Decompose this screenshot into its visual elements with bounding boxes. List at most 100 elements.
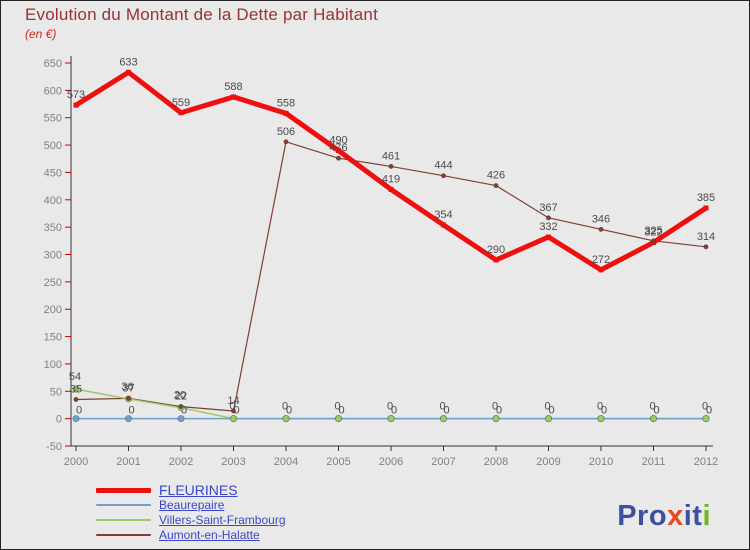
logo-letter: o xyxy=(648,500,668,532)
data-point-label: 322 xyxy=(644,226,662,238)
logo-letter: i xyxy=(683,500,693,532)
legend-swatch-Aumont-en-Halatte xyxy=(96,534,151,536)
data-point-label: 354 xyxy=(434,209,452,221)
data-point-label: 272 xyxy=(592,254,610,266)
data-point xyxy=(492,415,500,423)
data-point-label: 559 xyxy=(172,97,190,109)
data-point-label: 506 xyxy=(277,126,295,138)
y-tick-label: 350 xyxy=(44,222,62,234)
data-point-label: 20 xyxy=(174,390,186,402)
data-point xyxy=(440,173,446,179)
legend-item-Beaurepaire[interactable]: Beaurepaire xyxy=(96,498,286,512)
data-point-label: 0 xyxy=(653,405,659,417)
data-point xyxy=(334,415,342,423)
y-tick-label: 650 xyxy=(44,58,62,70)
y-tick-label: 300 xyxy=(44,250,62,262)
x-tick-label: 2009 xyxy=(536,456,560,468)
logo-letter: r xyxy=(637,500,649,532)
data-point xyxy=(126,395,132,401)
data-point xyxy=(388,186,394,192)
data-point xyxy=(178,404,184,410)
legend-item-Aumont-en-Halatte[interactable]: Aumont-en-Halatte xyxy=(96,528,286,542)
y-tick-label: 50 xyxy=(50,386,62,398)
data-point-label: 461 xyxy=(382,150,400,162)
data-point-label: 0 xyxy=(492,401,498,413)
chart-subtitle: (en €) xyxy=(25,27,57,41)
data-point xyxy=(545,215,551,221)
chart-legend: FLEURINES Beaurepaire Villers-Saint-Frambo… xyxy=(96,483,286,542)
proxiti-logo[interactable]: Proxiti xyxy=(617,500,711,533)
data-point-label: 367 xyxy=(539,202,557,214)
data-point xyxy=(177,415,185,423)
legend-label-Villers-Saint-Frambourg[interactable]: Villers-Saint-Frambourg xyxy=(159,513,286,527)
data-point-label: 35 xyxy=(70,383,82,395)
data-point-label: 444 xyxy=(434,160,452,172)
data-point-label: 633 xyxy=(119,56,137,68)
y-tick-label: 100 xyxy=(44,359,62,371)
legend-swatch-Beaurepaire xyxy=(96,504,151,506)
legend-item-FLEURINES[interactable]: FLEURINES xyxy=(96,483,286,497)
data-point-label: 0 xyxy=(548,405,554,417)
data-point-label: 558 xyxy=(277,97,295,109)
y-tick-label: 550 xyxy=(44,113,62,125)
series-points-Aumont-en-Halatte: 35 37 22 14 506 476 461 444 426 367 346 325 314 xyxy=(70,126,715,414)
legend-label-Aumont-en-Halatte[interactable]: Aumont-en-Halatte xyxy=(159,528,260,542)
x-tick-label: 2004 xyxy=(274,456,298,468)
data-point-label: 0 xyxy=(601,405,607,417)
y-tick-label: 400 xyxy=(44,195,62,207)
data-point xyxy=(439,415,447,423)
data-point xyxy=(126,69,131,75)
data-point xyxy=(72,415,80,423)
x-tick-label: 2002 xyxy=(169,456,193,468)
data-point xyxy=(336,148,341,154)
data-point-label: 0 xyxy=(387,401,393,413)
data-point-label: 0 xyxy=(282,401,288,413)
legend-label-Beaurepaire[interactable]: Beaurepaire xyxy=(159,498,225,512)
legend-item-Villers-Saint-Frambourg[interactable]: Villers-Saint-Frambourg xyxy=(96,513,286,527)
data-point-label: 346 xyxy=(592,213,610,225)
data-point-label: 0 xyxy=(76,405,82,417)
data-point xyxy=(125,415,133,423)
axes xyxy=(70,56,713,447)
data-point-label: 290 xyxy=(487,244,505,256)
x-tick-label: 2011 xyxy=(642,456,666,468)
y-tick-label: 0 xyxy=(56,414,62,426)
x-tick-label: 2003 xyxy=(221,456,245,468)
data-point-label: 0 xyxy=(128,405,134,417)
logo-letter: x xyxy=(667,500,684,532)
data-point xyxy=(703,244,709,250)
data-point xyxy=(283,110,289,116)
series-line-FLEURINES xyxy=(73,69,709,273)
data-point-label: 0 xyxy=(334,401,340,413)
x-tick-label: 2001 xyxy=(116,456,140,468)
data-point xyxy=(544,415,552,423)
y-tick-label: 250 xyxy=(44,277,62,289)
y-tick-label: -50 xyxy=(46,441,62,453)
data-point-label: 0 xyxy=(439,401,445,413)
chart-title: Evolution du Montant de la Dette par Hab… xyxy=(25,5,378,24)
y-axis-ticks: -50 0 50 100 150 200 250 300 350 400 450 500 550 600 6… xyxy=(44,58,71,453)
data-point-label: 0 xyxy=(544,401,550,413)
data-point xyxy=(282,415,290,423)
data-point-label: 37 xyxy=(122,382,134,394)
data-point xyxy=(72,385,80,393)
x-tick-label: 2007 xyxy=(431,456,455,468)
data-point-label: 0 xyxy=(233,405,239,417)
x-tick-label: 2000 xyxy=(64,456,88,468)
data-point-label: 54 xyxy=(69,371,81,383)
data-point-label: 0 xyxy=(649,401,655,413)
data-point xyxy=(703,205,709,211)
legend-label-FLEURINES[interactable]: FLEURINES xyxy=(159,482,238,498)
data-point xyxy=(73,396,79,402)
logo-letter: P xyxy=(617,500,638,532)
data-point-label: 0 xyxy=(496,405,502,417)
data-point-label: 22 xyxy=(175,391,187,403)
data-point xyxy=(546,234,551,240)
y-tick-label: 150 xyxy=(44,332,62,344)
data-point-label: 573 xyxy=(67,89,85,101)
data-point xyxy=(231,94,236,100)
y-tick-label: 600 xyxy=(44,85,62,97)
data-point xyxy=(598,267,604,273)
data-point xyxy=(650,238,656,244)
